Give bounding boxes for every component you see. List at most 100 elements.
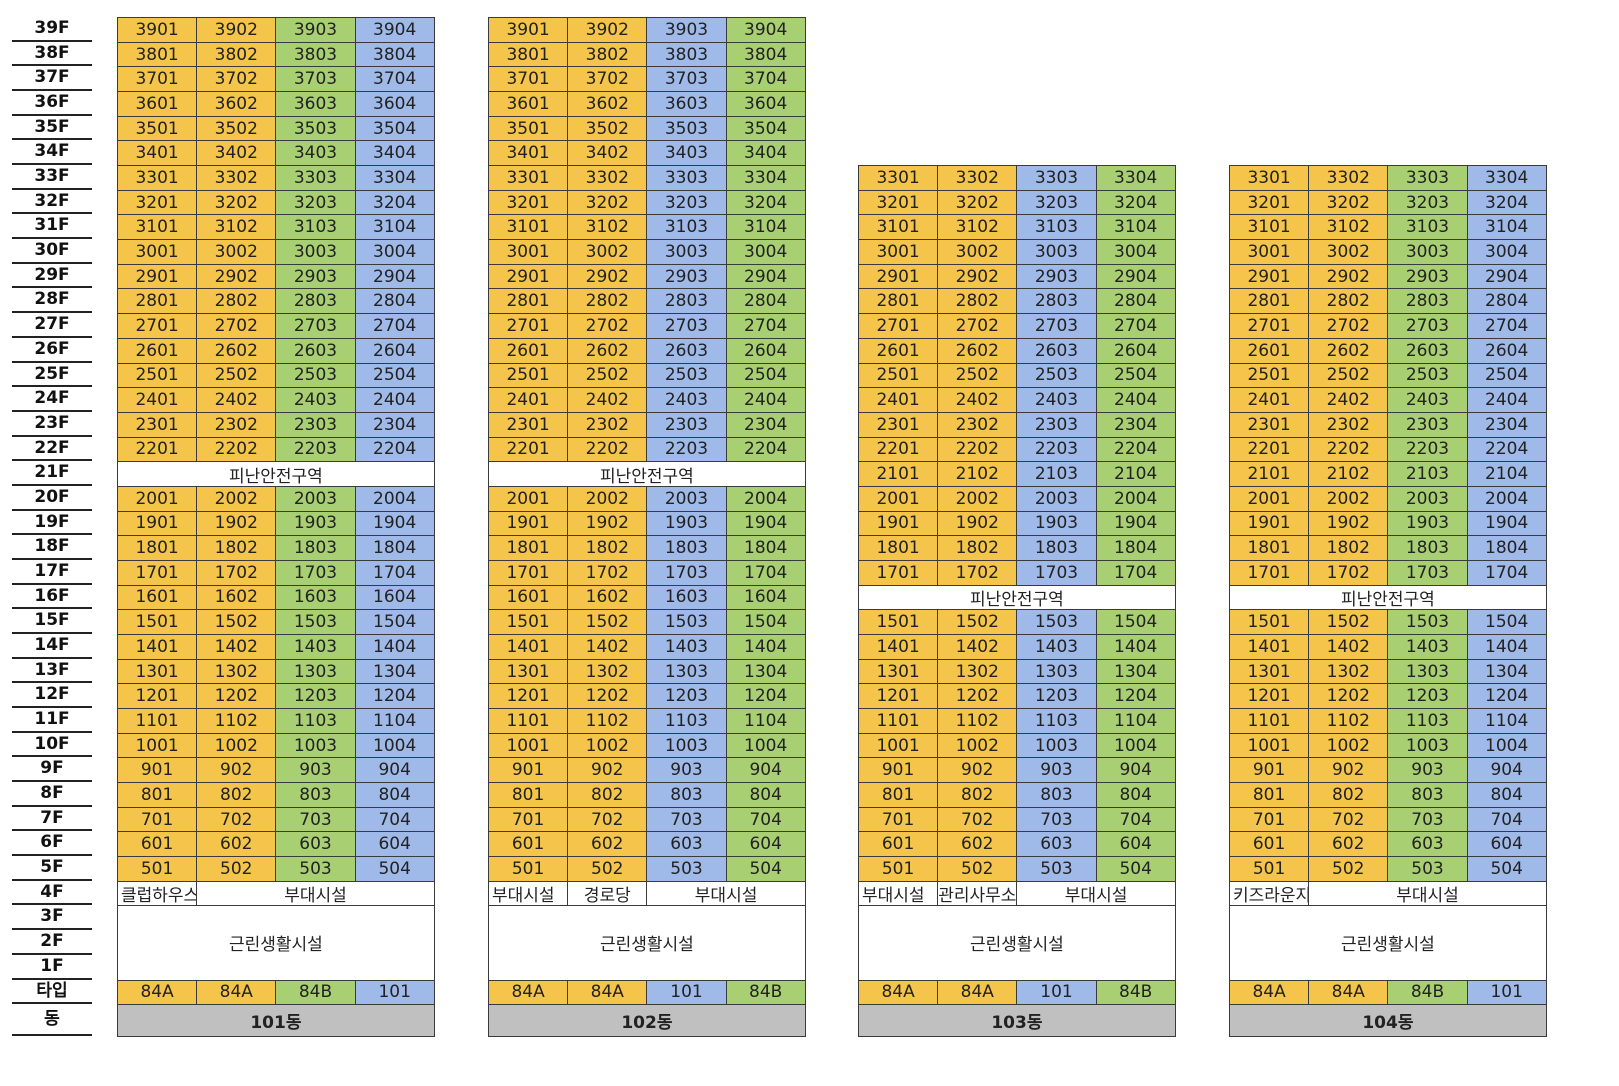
floor-label: 동 bbox=[12, 1004, 92, 1037]
unit-cell: 1302 bbox=[567, 658, 648, 685]
unit-cell: 2804 bbox=[1095, 288, 1176, 315]
unit-cell: 501 bbox=[117, 856, 198, 882]
unit-cell: 3701 bbox=[117, 66, 198, 93]
floor-label: 타입 bbox=[12, 980, 92, 1005]
unit-cell: 2804 bbox=[1466, 288, 1547, 315]
unit-cell: 1903 bbox=[646, 510, 727, 537]
unit-cell: 804 bbox=[354, 782, 435, 808]
unit-cell: 3204 bbox=[354, 189, 435, 216]
unit-cell: 1401 bbox=[117, 634, 198, 660]
unit-cell: 1502 bbox=[937, 609, 1018, 635]
unit-cell: 2201 bbox=[117, 436, 198, 463]
floor-label: 25F bbox=[12, 363, 92, 388]
unit-cell: 2201 bbox=[488, 436, 569, 463]
unit-cell: 1104 bbox=[725, 708, 806, 734]
unit-cell: 802 bbox=[567, 782, 648, 808]
floor-label: 4F bbox=[12, 881, 92, 906]
unit-cell: 1703 bbox=[275, 559, 356, 586]
unit-cell: 2604 bbox=[1095, 337, 1176, 364]
unit-cell: 2102 bbox=[937, 461, 1018, 487]
unit-cell: 1501 bbox=[1229, 609, 1310, 635]
unit-cell: 3104 bbox=[1095, 214, 1176, 241]
unit-cell: 3004 bbox=[354, 239, 435, 265]
unit-cell: 1802 bbox=[196, 535, 277, 561]
unit-cell: 3102 bbox=[1308, 214, 1389, 241]
unit-cell: 1904 bbox=[1095, 510, 1176, 537]
unit-cell: 2504 bbox=[725, 362, 806, 389]
unit-cell: 1401 bbox=[488, 634, 569, 660]
unit-cell: 2204 bbox=[354, 436, 435, 463]
unit-cell: 3002 bbox=[937, 239, 1018, 265]
unit-cell: 2603 bbox=[275, 337, 356, 364]
unit-cell: 601 bbox=[1229, 831, 1310, 858]
unit-cell: 2302 bbox=[196, 411, 277, 438]
unit-cell: 804 bbox=[1466, 782, 1547, 808]
unit-cell: 703 bbox=[1016, 806, 1097, 833]
unit-cell: 2204 bbox=[1095, 436, 1176, 463]
unit-cell: 2301 bbox=[858, 411, 939, 438]
type-cell: 84A bbox=[1229, 979, 1310, 1006]
unit-cell: 1001 bbox=[117, 732, 198, 759]
unit-cell: 1203 bbox=[1387, 683, 1468, 710]
unit-cell: 1504 bbox=[354, 609, 435, 635]
unit-cell: 1401 bbox=[1229, 634, 1310, 660]
unit-cell: 2103 bbox=[1387, 461, 1468, 487]
unit-cell: 2702 bbox=[937, 313, 1018, 339]
unit-cell: 2003 bbox=[1387, 485, 1468, 512]
unit-cell: 2801 bbox=[488, 288, 569, 315]
type-cell: 101 bbox=[1016, 979, 1097, 1006]
unit-cell: 3602 bbox=[196, 91, 277, 117]
unit-cell: 2304 bbox=[1095, 411, 1176, 438]
unit-cell: 2901 bbox=[1229, 263, 1310, 290]
unit-cell: 3501 bbox=[488, 115, 569, 142]
unit-cell: 1802 bbox=[567, 535, 648, 561]
unit-cell: 903 bbox=[1016, 757, 1097, 784]
unit-cell: 1603 bbox=[275, 584, 356, 611]
unit-cell: 3201 bbox=[858, 189, 939, 216]
unit-cell: 3203 bbox=[646, 189, 727, 216]
unit-cell: 1904 bbox=[1466, 510, 1547, 537]
unit-cell: 1304 bbox=[725, 658, 806, 685]
unit-cell: 2801 bbox=[1229, 288, 1310, 315]
type-cell: 84B bbox=[1095, 979, 1176, 1006]
unit-cell: 1903 bbox=[275, 510, 356, 537]
unit-cell: 802 bbox=[1308, 782, 1389, 808]
unit-cell: 3202 bbox=[567, 189, 648, 216]
floor-label: 17F bbox=[12, 560, 92, 585]
unit-cell: 3304 bbox=[1095, 165, 1176, 191]
unit-cell: 3103 bbox=[1387, 214, 1468, 241]
unit-cell: 1003 bbox=[1016, 732, 1097, 759]
unit-cell: 3203 bbox=[1387, 189, 1468, 216]
unit-cell: 2902 bbox=[1308, 263, 1389, 290]
unit-cell: 2102 bbox=[1308, 461, 1389, 487]
unit-cell: 2302 bbox=[937, 411, 1018, 438]
unit-cell: 2504 bbox=[354, 362, 435, 389]
unit-cell: 504 bbox=[725, 856, 806, 882]
floor-label: 27F bbox=[12, 313, 92, 338]
unit-cell: 701 bbox=[488, 806, 569, 833]
unit-cell: 2804 bbox=[725, 288, 806, 315]
unit-cell: 1702 bbox=[196, 559, 277, 586]
facility-cell: 부대시설 bbox=[488, 880, 569, 907]
unit-cell: 2803 bbox=[1387, 288, 1468, 315]
floor-label: 1F bbox=[12, 955, 92, 980]
unit-cell: 1002 bbox=[196, 732, 277, 759]
unit-cell: 601 bbox=[488, 831, 569, 858]
unit-cell: 1403 bbox=[1387, 634, 1468, 660]
unit-cell: 3003 bbox=[1387, 239, 1468, 265]
unit-cell: 1701 bbox=[117, 559, 198, 586]
unit-cell: 2503 bbox=[1387, 362, 1468, 389]
unit-cell: 2801 bbox=[858, 288, 939, 315]
unit-cell: 2703 bbox=[1016, 313, 1097, 339]
unit-cell: 1004 bbox=[1095, 732, 1176, 759]
unit-cell: 2903 bbox=[1387, 263, 1468, 290]
unit-cell: 803 bbox=[646, 782, 727, 808]
unit-cell: 1901 bbox=[858, 510, 939, 537]
unit-cell: 3601 bbox=[488, 91, 569, 117]
unit-cell: 3904 bbox=[354, 17, 435, 43]
facility-cell: 부대시설 bbox=[196, 880, 435, 907]
unit-cell: 2904 bbox=[1466, 263, 1547, 290]
unit-cell: 2001 bbox=[117, 485, 198, 512]
unit-cell: 3002 bbox=[196, 239, 277, 265]
unit-cell: 3001 bbox=[117, 239, 198, 265]
